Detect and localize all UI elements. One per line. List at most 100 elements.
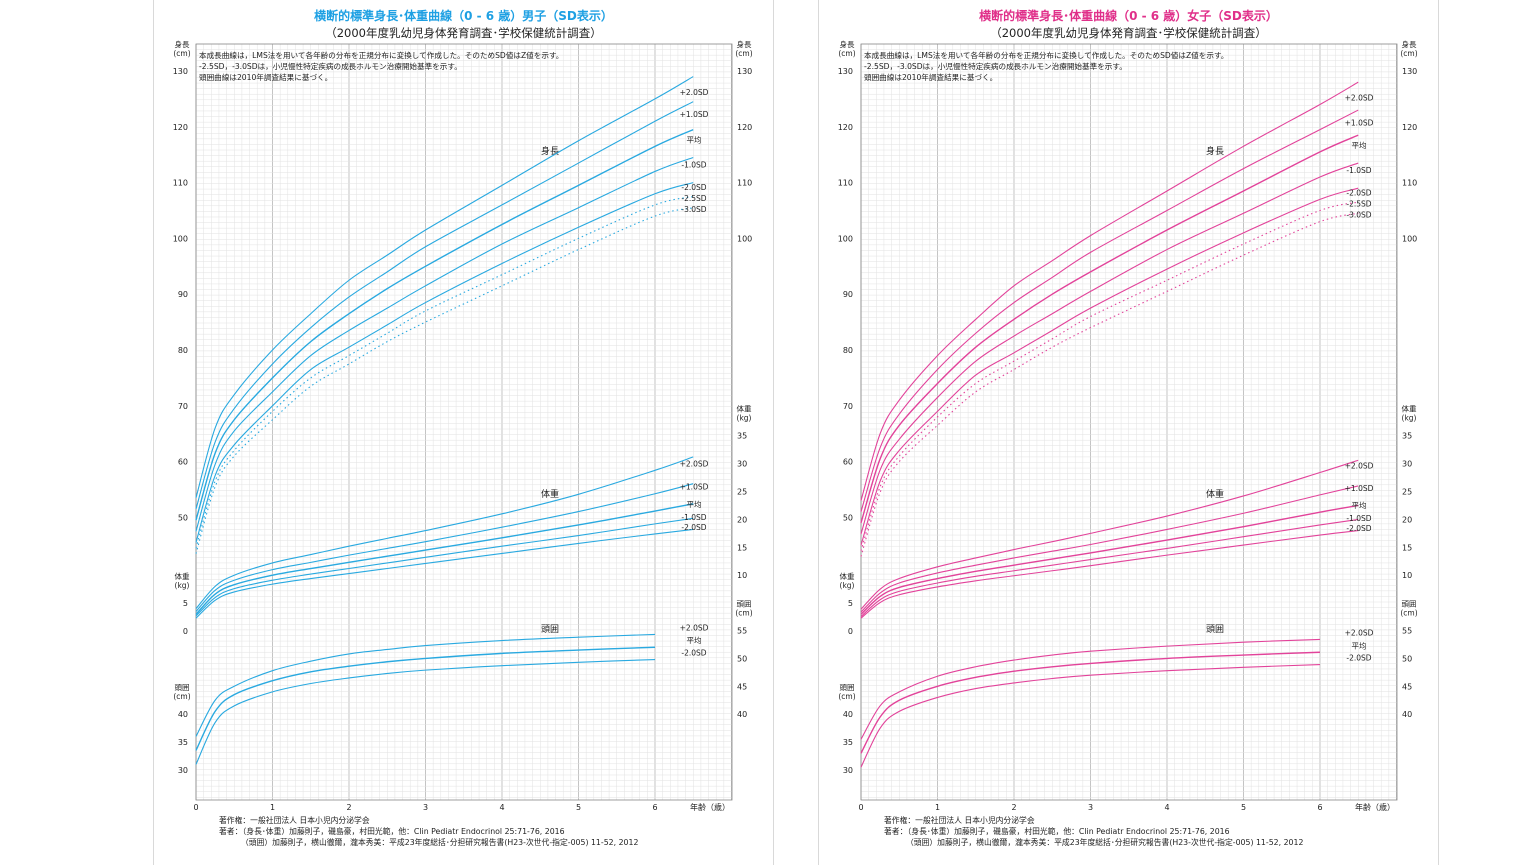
x-axis-label: 年齢（歳） — [690, 802, 730, 812]
right-tick-label: 40 — [1402, 710, 1412, 719]
right-tick-label: 35 — [1402, 432, 1412, 441]
series-line — [195, 207, 694, 554]
right-tick-label: 10 — [1402, 571, 1412, 580]
right-unit-label: (cm) — [735, 49, 752, 58]
series-line — [195, 658, 656, 765]
left-tick-label: 0 — [183, 627, 188, 636]
credit-line: （頭囲）加藤則子，横山徹爾，瀧本秀美：平成23年度総括･分担研究報告書(H23-… — [906, 838, 1304, 847]
x-tick-label: 4 — [499, 803, 504, 812]
chart-credits: 著作権：一般社団法人 日本小児内分泌学会 著者：（身長･体重）加藤則子，磯島豪，… — [884, 815, 1303, 848]
chart-subtitle: （2000年度乳幼児身体発育調査･学校保健統計調査） — [990, 26, 1267, 40]
right-tick-label: 45 — [737, 682, 747, 691]
left-tick-label: 90 — [178, 290, 188, 299]
right-tick-label: 50 — [1402, 654, 1412, 663]
right-unit-label: (cm) — [735, 609, 752, 618]
right-unit-label: 頭囲 — [737, 600, 752, 609]
series-label: 平均 — [1352, 500, 1367, 510]
series-label: -1.0SD — [1346, 514, 1371, 523]
left-tick-label: 70 — [178, 402, 188, 411]
left-tick-label: 120 — [173, 123, 188, 132]
series-label: +2.0SD — [1345, 93, 1374, 102]
left-tick-label: 120 — [838, 123, 853, 132]
series-label: -1.0SD — [681, 513, 706, 522]
note-line: -2.5SD，-3.0SDは，小児慢性特定疾病の成長ホルモン治療開始基準を示す。 — [864, 62, 1127, 71]
left-tick-label: 80 — [843, 346, 853, 355]
right-tick-label: 20 — [737, 515, 747, 524]
right-unit-label: (kg) — [1402, 414, 1417, 423]
left-tick-label: 0 — [848, 627, 853, 636]
series-line — [860, 638, 1321, 740]
right-unit-label: (kg) — [737, 414, 752, 423]
right-unit-label: 頭囲 — [1402, 600, 1417, 609]
series-label: 平均 — [1352, 640, 1367, 650]
right-tick-label: 50 — [737, 654, 747, 663]
left-tick-label: 110 — [173, 179, 188, 188]
left-tick-label: 30 — [178, 766, 188, 775]
note-line: 本成長曲線は，LMS法を用いて各年齢の分布を正規分布に変換して作成した。そのため… — [864, 51, 1229, 60]
series-line — [860, 504, 1359, 615]
x-tick-label: 5 — [1241, 803, 1246, 812]
series-label: +1.0SD — [1345, 119, 1374, 128]
series-label: +2.0SD — [1345, 628, 1374, 637]
series-label: 平均 — [687, 499, 702, 509]
right-tick-label: 130 — [737, 67, 752, 76]
series-line — [195, 156, 694, 532]
x-tick-label: 0 — [858, 803, 863, 812]
credit-line: 著者：（身長･体重）加藤則子，磯島豪，村田光範，他：Clin Pediatr E… — [219, 827, 565, 836]
left-tick-label: 100 — [173, 234, 188, 243]
series-line — [195, 633, 656, 737]
girls-growth-chart-sheet: 横断的標準身長･体重曲線（0 - 6 歳）女子（SD表示） （2000年度乳幼児… — [818, 0, 1439, 865]
x-tick-label: 3 — [423, 803, 428, 812]
series-line — [195, 646, 656, 751]
credit-line: 著作権：一般社団法人 日本小児内分泌学会 — [884, 816, 1035, 825]
series-line — [195, 182, 694, 543]
right-unit-label: (cm) — [1400, 49, 1417, 58]
right-tick-label: 120 — [1402, 123, 1417, 132]
x-tick-label: 0 — [193, 803, 198, 812]
plot-frame — [860, 43, 1398, 801]
series-line — [195, 456, 694, 610]
series-line — [860, 109, 1359, 512]
group-label: 体重 — [541, 488, 559, 500]
series-line — [860, 162, 1359, 535]
right-tick-label: 20 — [1402, 515, 1412, 524]
left-unit-label: (cm) — [173, 49, 190, 58]
left-unit-label: 体重 — [175, 571, 190, 581]
credit-line: 著作権：一般社団法人 日本小児内分泌学会 — [219, 816, 370, 825]
right-tick-label: 25 — [1402, 488, 1412, 497]
right-tick-label: 30 — [1402, 460, 1412, 469]
left-unit-label: 身長 — [840, 39, 855, 49]
series-line — [860, 81, 1359, 501]
series-line — [195, 503, 694, 615]
note-line: 頭囲曲線は2010年調査結果に基づく。 — [864, 73, 998, 82]
chart-title: 横断的標準身長･体重曲線（0 - 6 歳）女子（SD表示） — [979, 9, 1278, 23]
right-tick-label: 130 — [1402, 67, 1417, 76]
left-tick-label: 5 — [848, 599, 853, 608]
x-tick-label: 1 — [935, 803, 940, 812]
x-tick-label: 6 — [1317, 803, 1322, 812]
series-line — [195, 76, 694, 499]
x-axis-label: 年齢（歳） — [1355, 802, 1395, 812]
right-tick-label: 30 — [737, 460, 747, 469]
series-label: -2.5SD — [1346, 200, 1371, 209]
series-line — [195, 101, 694, 510]
series-line — [195, 528, 694, 619]
x-tick-label: 3 — [1088, 803, 1093, 812]
x-tick-label: 2 — [1011, 803, 1016, 812]
plot-frame — [195, 43, 733, 801]
series-label: -2.0SD — [681, 183, 706, 192]
right-tick-label: 45 — [1402, 682, 1412, 691]
x-tick-label: 1 — [270, 803, 275, 812]
series-line — [195, 128, 694, 521]
left-unit-label: 体重 — [840, 571, 855, 581]
x-tick-label: 2 — [346, 803, 351, 812]
right-tick-label: 110 — [737, 179, 752, 188]
right-tick-label: 25 — [737, 488, 747, 497]
right-unit-label: 体重 — [737, 404, 752, 414]
left-tick-label: 100 — [838, 234, 853, 243]
group-label: 身長 — [541, 145, 559, 157]
series-label: 平均 — [687, 635, 702, 645]
chart-title: 横断的標準身長･体重曲線（0 - 6 歳）男子（SD表示） — [314, 9, 613, 23]
series-line — [195, 196, 694, 549]
left-tick-label: 130 — [838, 67, 853, 76]
